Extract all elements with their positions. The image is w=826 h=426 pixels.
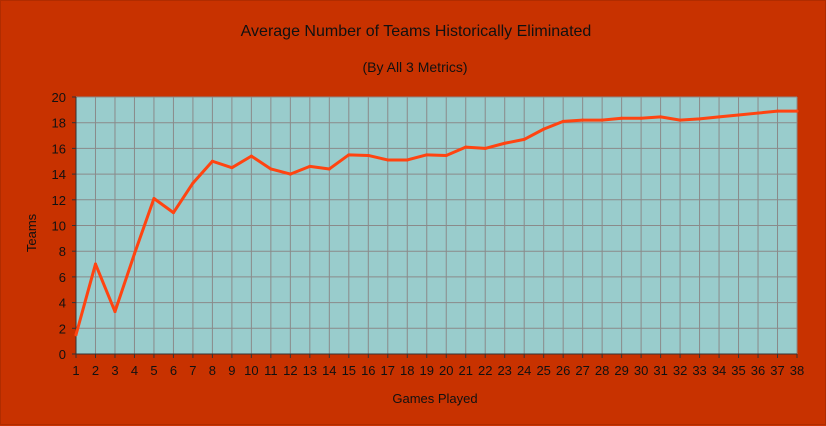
data-point (74, 333, 78, 337)
x-tick-label: 28 (595, 363, 609, 378)
x-tick-label: 11 (264, 363, 278, 378)
data-point (444, 153, 448, 157)
y-tick-label: 10 (52, 219, 66, 234)
series-layer (74, 109, 799, 337)
x-tick-label: 17 (381, 363, 395, 378)
data-point (230, 166, 234, 170)
x-tick-label: 3 (111, 363, 118, 378)
x-tick-label: 9 (228, 363, 235, 378)
data-point (405, 158, 409, 162)
x-tick-label: 2 (92, 363, 99, 378)
data-point (561, 119, 565, 123)
data-point (249, 154, 253, 158)
x-tick-label: 37 (770, 363, 784, 378)
data-point (288, 172, 292, 176)
x-tick-label: 24 (517, 363, 531, 378)
x-tick-label: 27 (575, 363, 589, 378)
data-point (464, 145, 468, 149)
data-point (327, 167, 331, 171)
x-tick-label: 30 (634, 363, 648, 378)
x-tick-label: 38 (790, 363, 804, 378)
axes (72, 96, 798, 358)
x-tick-label: 32 (673, 363, 687, 378)
chart-subtitle: (By All 3 Metrics) (362, 59, 467, 75)
series-line (74, 109, 799, 337)
data-point (483, 146, 487, 150)
tick-labels: 1 2 3 4 5 6 7 8 9 10 11 12 13 14 15 16 17 18 19 20 21 22 23 24 2… (52, 90, 805, 378)
x-tick-label: 6 (170, 363, 177, 378)
y-tick-label: 2 (59, 321, 66, 336)
data-point (210, 159, 214, 163)
x-tick-label: 19 (420, 363, 434, 378)
y-tick-label: 18 (52, 116, 66, 131)
x-tick-label: 34 (712, 363, 726, 378)
data-point (756, 111, 760, 115)
data-point (191, 181, 195, 185)
data-point (678, 118, 682, 122)
data-point (659, 115, 663, 119)
x-tick-label: 14 (322, 363, 336, 378)
x-tick-label: 10 (244, 363, 258, 378)
y-tick-label: 20 (52, 90, 66, 105)
data-point (386, 158, 390, 162)
data-point (542, 127, 546, 131)
data-point (308, 164, 312, 168)
y-tick-label: 0 (59, 347, 66, 362)
x-tick-label: 31 (653, 363, 667, 378)
x-tick-label: 18 (400, 363, 414, 378)
chart-title: Average Number of Teams Historically Eli… (241, 23, 592, 40)
x-tick-label: 33 (692, 363, 706, 378)
x-tick-label: 26 (556, 363, 570, 378)
x-tick-label: 15 (342, 363, 356, 378)
x-tick-label: 21 (458, 363, 472, 378)
data-point (132, 252, 136, 256)
y-tick-label: 16 (52, 141, 66, 156)
y-tick-label: 8 (59, 244, 66, 259)
x-tick-label: 35 (731, 363, 745, 378)
x-tick-label: 16 (361, 363, 375, 378)
data-point (269, 167, 273, 171)
data-point (152, 197, 156, 201)
data-point (522, 137, 526, 141)
data-point (620, 116, 624, 120)
data-point (717, 115, 721, 119)
data-point (347, 153, 351, 157)
y-tick-label: 6 (59, 270, 66, 285)
x-tick-label: 4 (131, 363, 138, 378)
data-point (581, 118, 585, 122)
data-point (600, 118, 604, 122)
x-tick-label: 25 (536, 363, 550, 378)
y-axis-label: Teams (24, 213, 39, 252)
x-tick-label: 22 (478, 363, 492, 378)
y-tick-label: 4 (59, 296, 66, 311)
x-tick-label: 20 (439, 363, 453, 378)
x-tick-label: 23 (497, 363, 511, 378)
data-point (366, 153, 370, 157)
data-point (113, 310, 117, 314)
x-tick-label: 12 (283, 363, 297, 378)
x-tick-label: 5 (150, 363, 157, 378)
data-point (425, 153, 429, 157)
data-point (698, 117, 702, 121)
x-axis-label: Games Played (392, 391, 477, 406)
x-tick-label: 7 (189, 363, 196, 378)
x-tick-label: 13 (303, 363, 317, 378)
data-point (737, 113, 741, 117)
x-tick-label: 36 (751, 363, 765, 378)
x-tick-label: 8 (209, 363, 216, 378)
data-point (795, 109, 799, 113)
data-point (171, 211, 175, 215)
x-tick-label: 29 (614, 363, 628, 378)
y-tick-label: 12 (52, 193, 66, 208)
y-tick-label: 14 (52, 167, 66, 182)
x-tick-label: 1 (72, 363, 79, 378)
data-point (776, 109, 780, 113)
data-point (93, 262, 97, 266)
grid (75, 96, 798, 355)
data-point (639, 116, 643, 120)
data-point (503, 141, 507, 145)
